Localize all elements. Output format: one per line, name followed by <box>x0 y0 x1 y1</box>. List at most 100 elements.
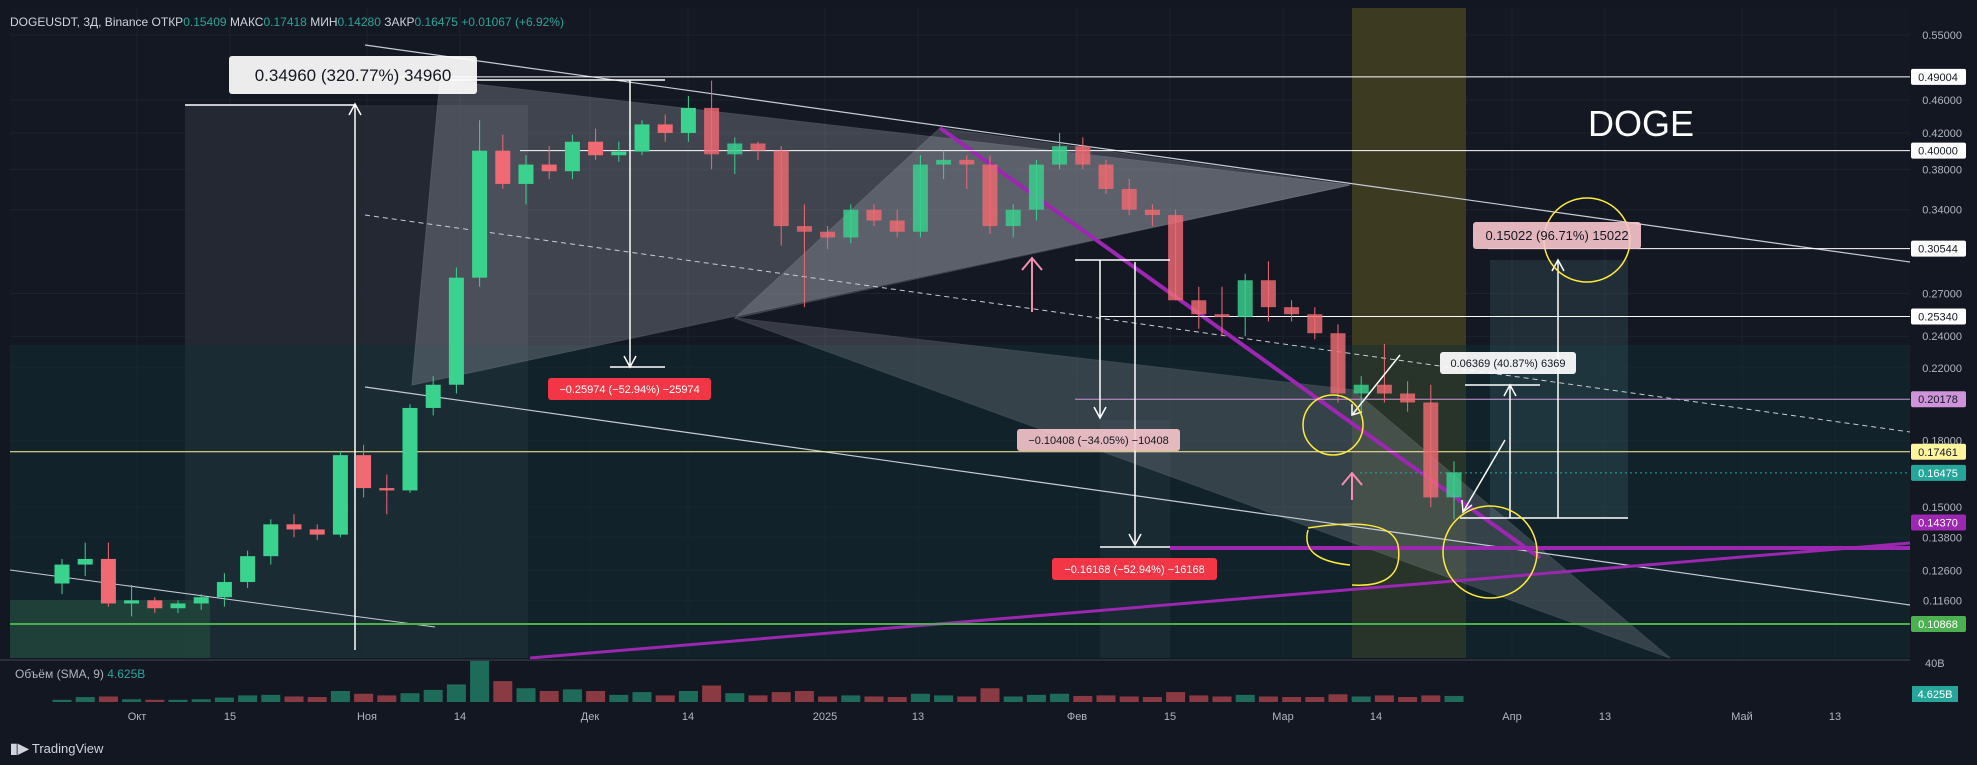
volume-bar <box>725 693 745 702</box>
close-label: ЗАКР <box>384 15 415 29</box>
candle-body <box>1376 384 1392 394</box>
volume-bar <box>794 691 814 702</box>
price-tick-label: 0.42000 <box>1922 128 1962 140</box>
volume-bar <box>841 695 861 702</box>
volume-indicator-header[interactable]: Объём (SMA, 9) 4.625B <box>15 667 145 681</box>
volume-bar <box>470 660 490 702</box>
time-tick-label: Окт <box>128 711 147 723</box>
price-label-text: 0.30544 <box>1918 244 1958 256</box>
volume-bar <box>934 695 954 702</box>
candle-body <box>1237 280 1253 318</box>
candle-body <box>240 556 256 583</box>
channel-upper-line <box>364 44 1910 263</box>
candle-body <box>634 124 650 152</box>
volume-bar <box>1235 694 1255 702</box>
candle-body <box>889 220 905 232</box>
open-label: ОТКР <box>151 15 184 29</box>
candle-body <box>611 151 627 156</box>
time-tick-label: 14 <box>454 711 466 723</box>
arrow-head <box>348 102 362 116</box>
volume-bar <box>1142 697 1162 702</box>
price-tick-label: 0.24000 <box>1922 331 1962 343</box>
volume-bar <box>168 699 188 702</box>
volume-bar <box>75 697 95 702</box>
volume-bar <box>1189 695 1209 702</box>
volume-bar <box>678 691 698 702</box>
candle-body <box>286 524 302 530</box>
candle-body <box>773 150 789 227</box>
price-label-badge <box>1911 308 1966 325</box>
tradingview-logo[interactable]: ▮▶ TradingView <box>10 740 103 757</box>
measurement-labels: 0.34960 (320.77%) 34960 −0.25974 (−52.94%… <box>229 56 1641 580</box>
candle-body <box>1028 164 1044 210</box>
candle-body <box>1075 146 1091 165</box>
change-value: +0.01067 (+6.92%) <box>461 15 564 29</box>
candlestick-series <box>54 80 1462 617</box>
measurement-label-box <box>1052 558 1217 580</box>
price-tick-label: 0.34000 <box>1922 205 1962 217</box>
arrow-head <box>1093 406 1107 420</box>
volume-bar <box>1073 695 1093 702</box>
candle-body <box>1005 209 1021 227</box>
price-label-badge <box>1911 142 1966 159</box>
time-tick-label: Фев <box>1067 711 1087 723</box>
volume-bar <box>1119 696 1139 702</box>
candle-body <box>1144 209 1160 216</box>
price-label-text: 0.16475 <box>1918 468 1958 480</box>
price-label-text: 0.49004 <box>1918 72 1958 84</box>
candle-body <box>100 558 116 604</box>
price-label-badge <box>1911 391 1966 408</box>
arrow-head <box>1021 256 1043 271</box>
candle-body <box>1168 215 1184 301</box>
close-value: 0.16475 <box>414 15 458 29</box>
price-label-badge <box>1911 240 1966 257</box>
volume-bar <box>98 696 118 702</box>
candle-body <box>1121 188 1137 210</box>
candle-body <box>982 164 998 227</box>
pointer-arrow <box>1351 354 1401 416</box>
measurement-label: 0.34960 (320.77%) 34960 <box>255 66 452 85</box>
candle-body <box>193 597 209 604</box>
volume-bar <box>493 681 513 702</box>
triangle-pattern <box>733 127 1351 319</box>
pointer-arrow <box>1462 439 1506 513</box>
channel-lower-line <box>364 386 1910 606</box>
time-tick-label: Мар <box>1272 711 1294 723</box>
candle-body <box>1330 333 1346 394</box>
volume-bar <box>145 699 165 702</box>
volume-bar <box>818 696 838 702</box>
candle-body <box>356 455 372 489</box>
candle-body <box>425 384 441 408</box>
volume-value-label: 4.625B <box>1918 689 1953 701</box>
candle-body <box>1191 300 1207 315</box>
highlight-scribble <box>1307 523 1400 586</box>
volume-bar <box>1258 696 1278 702</box>
volume-bar <box>562 689 582 702</box>
price-tick-label: 0.38000 <box>1922 164 1962 176</box>
volume-bar <box>748 695 768 702</box>
time-tick-label: 13 <box>1599 711 1611 723</box>
triangle-pattern <box>734 317 1671 659</box>
candle-body <box>263 524 279 557</box>
candle-body <box>147 600 163 609</box>
volume-bar <box>1444 695 1464 702</box>
volume-bar <box>1421 695 1441 702</box>
time-tick-label: 13 <box>1829 711 1841 723</box>
time-tick-label: 14 <box>1370 711 1382 723</box>
low-label: МИН <box>310 15 338 29</box>
symbol-name[interactable]: DOGEUSDT, 3Д, Binance <box>10 15 149 29</box>
volume-bar <box>910 693 930 702</box>
volume-bar <box>261 694 281 702</box>
low-value: 0.14280 <box>337 15 381 29</box>
volume-bar <box>1305 697 1325 702</box>
volume-bar <box>632 692 652 702</box>
price-tick-label: 0.55000 <box>1922 30 1962 42</box>
volume-bar <box>191 699 211 702</box>
measurement-label: 0.15022 (96.71%) 15022 <box>1485 228 1628 243</box>
time-tick-label: 15 <box>224 711 236 723</box>
candle-body <box>379 488 395 491</box>
time-axis <box>0 705 1977 730</box>
time-tick-label: Ноя <box>357 711 377 723</box>
highlight-circle <box>1442 505 1538 599</box>
